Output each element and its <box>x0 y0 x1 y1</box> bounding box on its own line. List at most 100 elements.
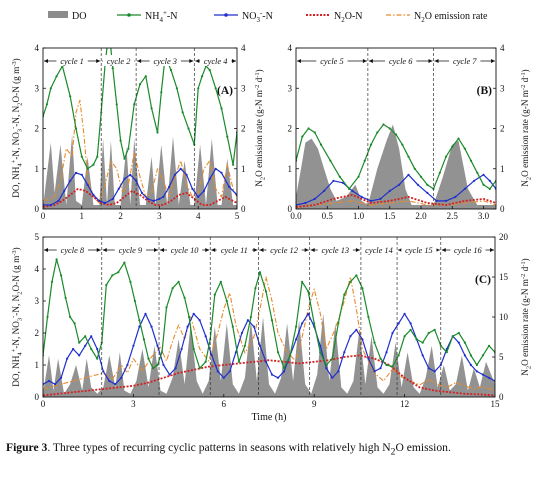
series-no3-point <box>120 376 123 379</box>
y-right-tick-label: 0 <box>500 204 505 214</box>
cycle-arrow-head <box>355 248 360 252</box>
series-nh4-point <box>451 145 454 148</box>
cycle-label: cycle 16 <box>454 246 482 255</box>
axis-title-part: 4 <box>17 352 24 356</box>
axis-title-part: -1 <box>520 261 527 266</box>
y-left-tick-label: 1 <box>35 360 40 370</box>
series-no3-point <box>108 379 111 383</box>
series-nh4-point <box>426 183 429 186</box>
legend-after: -N <box>167 11 178 22</box>
series-no3-point <box>173 173 176 176</box>
series-nh4-point <box>254 287 257 290</box>
legend-text: NO <box>242 11 256 22</box>
cycle-arrow-head <box>490 248 494 252</box>
series-no3-point <box>117 187 120 190</box>
axis-title-part: d <box>520 266 530 273</box>
legend-swatch-marker <box>224 13 228 17</box>
series-nh4-point <box>183 296 186 299</box>
legend-label: NH4+-N <box>145 9 177 24</box>
axis-title-part: DO, NH <box>11 166 21 197</box>
y-left-tick-label: 2 <box>35 124 40 134</box>
series-no3-point <box>264 360 268 363</box>
series-no3-point <box>361 338 364 341</box>
series-nh4-point <box>232 163 235 166</box>
x-tick-label: 3.0 <box>478 211 490 221</box>
y-right-tick-label: 3 <box>241 83 246 93</box>
x-tick-label: 1.5 <box>384 211 396 221</box>
cycle-arrow-head <box>232 59 236 63</box>
series-nh4-point <box>475 363 478 367</box>
axis-title-part: O emission rate (g-N m <box>520 279 530 366</box>
axis-title-part: -N, NO <box>11 321 21 349</box>
series-n2o-emission-line <box>43 99 237 204</box>
cycle-arrow-head <box>160 248 165 252</box>
series-nh4-point <box>433 328 436 331</box>
series-no3-point <box>220 171 223 174</box>
x-tick-label: 2.5 <box>447 211 459 221</box>
series-no3-point <box>158 197 161 200</box>
series-no3-point <box>403 312 406 315</box>
x-tick-label: 0 <box>41 399 46 409</box>
series-nh4-point <box>92 163 95 166</box>
axis-title-part: d <box>520 77 530 84</box>
series-nh4-point <box>84 335 87 338</box>
legend-swatch-area <box>48 11 68 18</box>
series-nh4-point <box>264 290 268 293</box>
axis-title-part: + <box>11 348 18 352</box>
series-no3-point <box>398 183 401 186</box>
series-no3-point <box>191 187 194 190</box>
series-nh4-point <box>123 261 126 264</box>
series-no3-point <box>304 201 307 205</box>
series-do-area <box>296 124 496 209</box>
axis-title-part: ) <box>11 247 21 250</box>
x-axis-label: Time (h) <box>252 412 287 423</box>
series-nh4-point <box>438 171 441 174</box>
series-nh4-point <box>361 287 364 290</box>
cycle-arrow-head <box>368 59 373 63</box>
cycle-label-bg <box>103 55 135 66</box>
axis-title-part: -3 <box>11 61 18 66</box>
axis-title-part: N <box>520 369 530 376</box>
series-no3-point <box>421 354 424 357</box>
axis-title-part: O-N (g m <box>11 256 21 292</box>
y-axis-title-right-ab: N2O emission rate (g-N m-2 d-1) <box>254 69 267 186</box>
axis-title-part: ) <box>254 69 264 72</box>
series-nh4-point <box>237 360 240 363</box>
series-nh4-point <box>73 322 76 325</box>
plot-area <box>43 29 237 209</box>
cycle-label: cycle 3 <box>153 57 176 66</box>
y-left-tick-label: 0 <box>35 204 40 214</box>
cycle-label-bg <box>316 55 348 66</box>
series-nh4-point <box>343 293 346 296</box>
series-nh4-point <box>169 69 173 72</box>
axis-title-part: -2 <box>520 274 527 279</box>
series-no3-point <box>168 373 171 376</box>
legend-sup: - <box>260 9 263 17</box>
series-nh4-point <box>331 357 334 360</box>
series-nh4-point <box>108 29 110 31</box>
caption-sub: 2 <box>390 446 396 458</box>
series-nh4-point <box>407 155 410 158</box>
series-nh4-point <box>225 299 228 303</box>
series-no3-point <box>481 373 484 376</box>
axis-title-part: -2 <box>254 85 261 90</box>
series-nh4-point <box>382 123 385 126</box>
cycle-label: cycle 7 <box>453 57 477 66</box>
y-left-tick-label: 4 <box>35 43 40 53</box>
figure-caption: Figure 3. Three types of recurring cycli… <box>6 441 552 457</box>
series-no3-point <box>276 376 280 379</box>
y-right-tick-label: 4 <box>241 43 246 53</box>
series-no3-point <box>129 173 132 176</box>
axis-title-part: 3 <box>17 318 24 321</box>
series-no3-point <box>228 370 231 373</box>
caption-label: Figure 3 <box>6 441 48 454</box>
series-n2o-line <box>43 187 237 208</box>
series-nh4-point <box>208 69 211 72</box>
series-no3-point <box>57 199 60 202</box>
plot-area <box>43 258 495 397</box>
series-no3-point <box>332 179 335 182</box>
cycle-label-bg <box>450 244 486 255</box>
cycle-label: cycle 14 <box>365 246 393 255</box>
series-nh4-point <box>379 357 382 360</box>
